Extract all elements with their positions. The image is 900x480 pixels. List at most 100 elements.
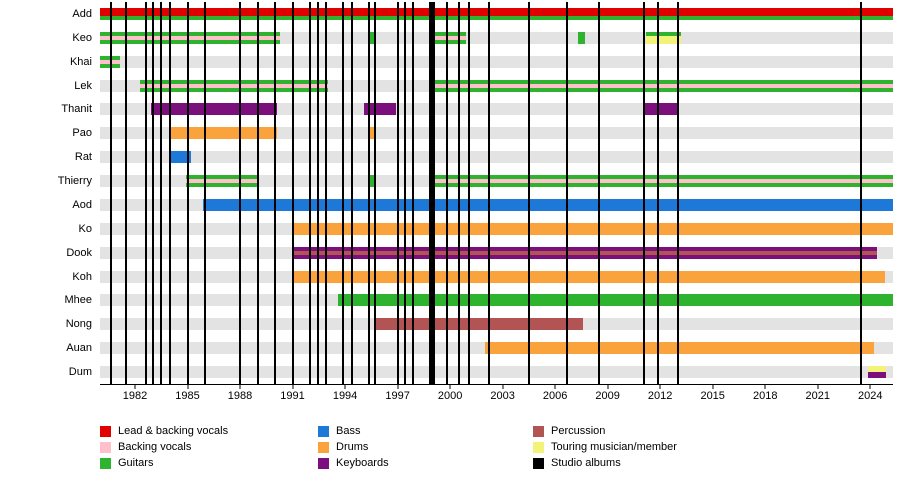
legend-item-drums: Drums [318,439,389,455]
row-band [100,151,893,164]
row-label: Khai [69,55,92,68]
axis-tick [502,385,504,389]
row-band [100,222,893,235]
axis-tick-label: 1982 [122,390,148,402]
legend-label: Touring musician/member [551,441,677,453]
timeline-bar-guitars [100,15,893,20]
studio-album-line [428,2,435,384]
row-label: Add [72,7,92,20]
timeline-rows: Add Keo Khai Lek Thanit Pao Rat Thierry Aod Ko Doo… [0,2,900,384]
row-label: Nong [65,318,92,331]
legend-swatch-drums [318,441,329,453]
studio-album-line [316,2,319,384]
legend-item-backing_vocals: Backing vocals [100,439,228,455]
timeline-bar-guitars [577,31,585,44]
x-axis-ticks: 1982 1985 1988 1991 1994 1997 2000 2003 2006 2009… [100,385,893,405]
studio-album-line [657,2,660,384]
row-label: Thierry [57,175,92,188]
timeline-row: Koh [0,265,900,289]
axis-tick-label: 2024 [857,390,883,402]
studio-album-line [274,2,277,384]
timeline-bar-keyboards [150,103,277,116]
timeline-bar-touring [868,366,886,373]
row-label: Keo [72,31,92,44]
row-label: Dook [66,246,92,259]
axis-tick-label: 1988 [227,390,253,402]
timeline-bar-guitars [367,175,375,188]
legend-swatch-albums [533,457,544,469]
timeline-bar-backing_vocals [100,35,281,40]
row-band [100,175,893,188]
row-band [100,103,893,116]
timeline-row: Thanit [0,98,900,122]
axis-tick [712,385,714,389]
axis-tick-label: 1991 [280,390,305,402]
legend-column: Bass Drums Keyboards [318,423,389,471]
row-label: Auan [66,342,92,355]
axis-tick-label: 2003 [490,390,515,402]
row-band [100,342,893,355]
timeline-bar-drums [170,127,277,140]
timeline-bar-guitars [646,31,682,36]
timeline-row: Thierry [0,169,900,193]
studio-album-line [643,2,646,384]
row-band [100,127,893,140]
row-band [100,246,893,259]
legend-label: Percussion [551,425,606,437]
legend-swatch-touring [533,441,544,453]
legend-item-lead_backing_vocals: Lead & backing vocals [100,423,228,439]
studio-album-line [403,2,406,384]
axis-tick-label: 1985 [175,390,200,402]
axis-tick [187,385,189,389]
timeline-bar-backing_vocals [429,83,893,88]
row-label: Rat [74,151,92,164]
timeline-row: Dook [0,241,900,265]
studio-album-line [597,2,600,384]
axis-tick [764,385,766,389]
axis-tick-label: 1997 [385,390,410,402]
legend-item-albums: Studio albums [533,455,677,471]
legend-label: Drums [336,441,369,453]
row-band [100,7,893,20]
row-label: Pao [72,127,92,140]
timeline-row: Mhee [0,289,900,313]
studio-album-line [151,2,154,384]
axis-tick [659,385,661,389]
studio-album-line [291,2,294,384]
studio-album-line [468,2,471,384]
axis-tick [292,385,294,389]
studio-album-line [169,2,172,384]
timeline-row: Add [0,2,900,26]
timeline-bar-backing_vocals [185,179,258,184]
legend-swatch-keyboards [318,457,329,469]
legend-label: Studio albums [551,457,621,469]
timeline-row: Nong [0,312,900,336]
timeline-bar-backing_vocals [429,179,893,184]
studio-album-line [109,2,112,384]
legend-item-guitars: Guitars [100,455,228,471]
timeline-bar-drums [367,127,375,140]
studio-album-line [342,2,345,384]
axis-tick-label: 1994 [332,390,358,402]
studio-album-line [256,2,259,384]
row-label: Aod [72,198,92,211]
studio-album-line [457,2,460,384]
axis-tick [344,385,346,389]
legend-swatch-bass [318,425,329,437]
studio-album-line [186,2,189,384]
studio-album-line [351,2,354,384]
studio-album-line [324,2,327,384]
legend-column: Percussion Touring musician/member Studio … [533,423,677,471]
x-axis-line [100,384,893,385]
legend-column: Lead & backing vocals Backing vocals Guita… [100,423,228,471]
studio-album-line [487,2,490,384]
timeline-row: Dum [0,360,900,384]
legend-label: Lead & backing vocals [118,425,229,437]
row-label: Lek [74,79,92,92]
legend-swatch-percussion [533,425,544,437]
timeline-bar-backing_vocals [140,83,328,88]
studio-album-line [125,2,128,384]
legend-label: Guitars [118,457,154,469]
timeline-bar-guitars [338,294,893,307]
axis-tick [869,385,871,389]
